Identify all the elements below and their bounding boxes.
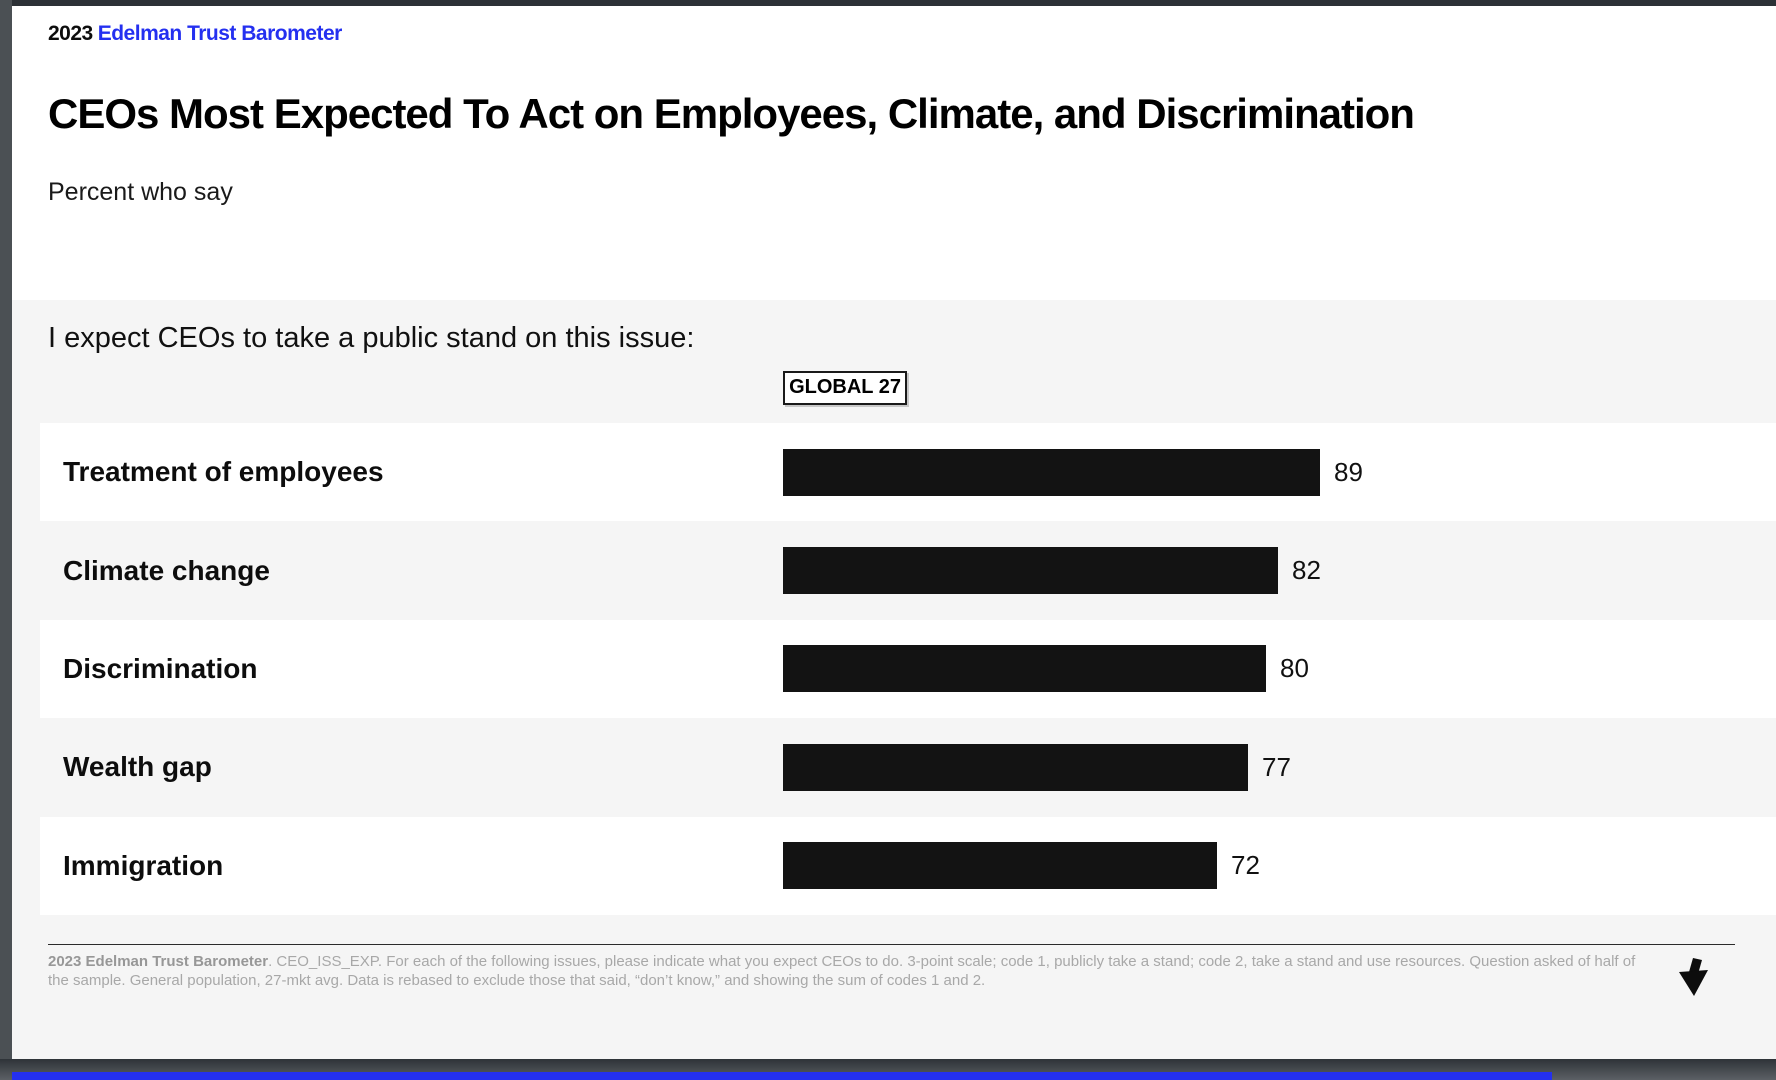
- next-slide-arrow-icon[interactable]: [1673, 956, 1713, 998]
- value-label: 82: [1292, 555, 1321, 586]
- bar-treatment-of-employees: [783, 448, 1320, 496]
- chart-row-treatment-of-employees: Treatment of employees 89: [40, 423, 1776, 522]
- next-slide-edge: [12, 1072, 1552, 1080]
- value-label: 72: [1231, 850, 1260, 881]
- page-title: CEOs Most Expected To Act on Employees, …: [48, 90, 1415, 137]
- category-label: Treatment of employees: [63, 456, 384, 488]
- category-label: Immigration: [63, 849, 224, 881]
- slide-page: 2023 Edelman Trust Barometer CEOs Most Ex…: [12, 6, 1776, 1059]
- logo-year: 2023: [48, 22, 93, 45]
- page-subtitle: Percent who say: [48, 178, 233, 206]
- viewer-frame-top: [0, 0, 1776, 6]
- category-label: Discrimination: [63, 652, 258, 684]
- value-label: 89: [1334, 456, 1363, 487]
- logo-brand: Edelman Trust Barometer: [97, 22, 343, 45]
- chart-question: I expect CEOs to take a public stand on …: [48, 322, 695, 354]
- chart-row-wealth-gap: Wealth gap 77: [40, 718, 1776, 816]
- chart-section: I expect CEOs to take a public stand on …: [12, 300, 1776, 1059]
- edelman-logo: 2023 Edelman Trust Barometer: [48, 22, 342, 46]
- chart-row-immigration: Immigration 72: [40, 816, 1776, 915]
- source-footnote-text: . CEO_ISS_EXP. For each of the following…: [48, 953, 1636, 989]
- column-header-global27: GLOBAL 27: [783, 371, 907, 405]
- bar-wealth-gap: [783, 743, 1248, 791]
- bar-discrimination: [783, 645, 1266, 693]
- footer-divider: [48, 944, 1735, 945]
- viewer-frame-left: [0, 0, 12, 1080]
- chart-row-climate-change: Climate change 82: [40, 521, 1776, 619]
- value-label: 77: [1262, 751, 1291, 782]
- bar-chart: Treatment of employees 89 Climate change…: [12, 423, 1776, 915]
- category-label: Climate change: [63, 554, 270, 586]
- source-footnote: 2023 Edelman Trust Barometer. CEO_ISS_EX…: [48, 952, 1660, 990]
- bar-climate-change: [783, 546, 1278, 594]
- bar-immigration: [783, 842, 1217, 890]
- category-label: Wealth gap: [63, 751, 212, 783]
- chart-row-discrimination: Discrimination 80: [40, 619, 1776, 719]
- value-label: 80: [1280, 653, 1309, 684]
- source-footnote-lead: 2023 Edelman Trust Barometer: [48, 953, 269, 970]
